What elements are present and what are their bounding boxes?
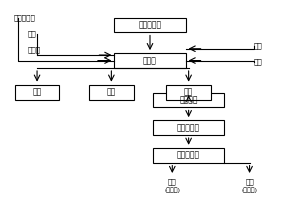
Text: 冷态富铅渣: 冷态富铅渣 xyxy=(13,15,35,21)
Text: 余热锅炉: 余热锅炉 xyxy=(179,96,198,104)
Text: 烟气: 烟气 xyxy=(168,179,177,185)
Text: (送脱硫): (送脱硫) xyxy=(164,187,180,193)
Text: 熔剂: 熔剂 xyxy=(28,31,37,37)
FancyBboxPatch shape xyxy=(153,120,224,135)
FancyBboxPatch shape xyxy=(15,85,59,100)
Text: 粗铅: 粗铅 xyxy=(32,88,42,97)
Text: 煤气: 煤气 xyxy=(254,42,263,49)
Text: 还原炉: 还原炉 xyxy=(143,56,157,65)
Text: 热态富铅渣: 热态富铅渣 xyxy=(138,21,162,30)
Text: 烟尘: 烟尘 xyxy=(245,179,254,185)
FancyBboxPatch shape xyxy=(166,85,211,100)
Text: 炉渣: 炉渣 xyxy=(107,88,116,97)
Text: (返料仓): (返料仓) xyxy=(242,187,258,193)
FancyBboxPatch shape xyxy=(114,53,186,68)
Text: 布袋收尘器: 布袋收尘器 xyxy=(177,151,200,160)
Text: 氧气: 氧气 xyxy=(254,58,263,65)
FancyBboxPatch shape xyxy=(89,85,134,100)
Text: 烟气: 烟气 xyxy=(184,88,193,97)
FancyBboxPatch shape xyxy=(114,18,186,32)
FancyBboxPatch shape xyxy=(153,148,224,163)
Text: 还原剂: 还原剂 xyxy=(28,46,41,53)
Text: 表面冷却器: 表面冷却器 xyxy=(177,123,200,132)
FancyBboxPatch shape xyxy=(153,93,224,107)
